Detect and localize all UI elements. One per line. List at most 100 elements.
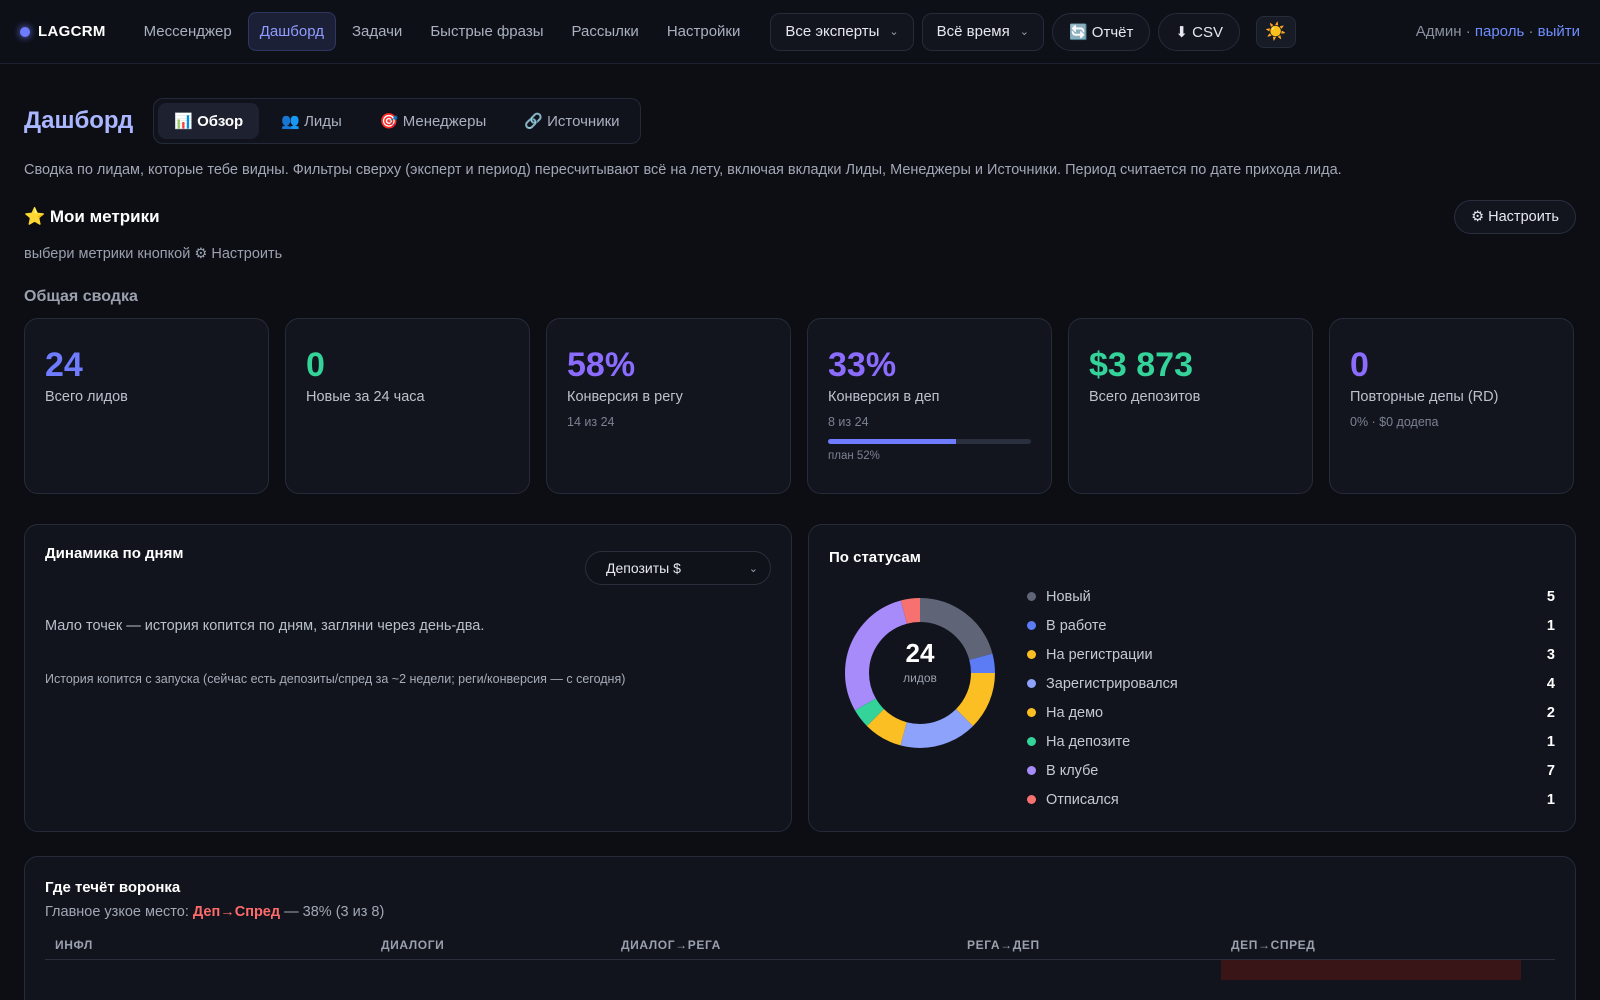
tab-managers[interactable]: 🎯 Менеджеры (379, 113, 487, 130)
plan-progress-fill (828, 439, 956, 444)
legend-dot-icon (1027, 679, 1036, 688)
kpi-label: Всего лидов (45, 389, 128, 405)
donut-total-label: лидов (903, 671, 937, 685)
donut-slice (845, 598, 995, 748)
plan-progress-label: план 52% (828, 450, 880, 462)
report-button[interactable]: 🔄 Отчёт (1051, 12, 1151, 51)
funnel-title: Где течёт воронка (45, 879, 181, 896)
legend-count: 7 (1546, 762, 1555, 779)
donut-slice (845, 598, 995, 748)
donut-slice (845, 598, 995, 748)
expert-filter-value: Все эксперты (785, 23, 880, 40)
donut-center: 24 лидов (829, 638, 1011, 685)
status-donut-chart (845, 598, 995, 748)
user-name: Админ (1415, 23, 1462, 40)
kpi-sub: 14 из 24 (567, 415, 615, 429)
nav-item-tasks[interactable]: Задачи (351, 23, 403, 40)
column-header-dialogs[interactable]: ДИАЛОГИ (381, 938, 445, 952)
kpi-label: Повторные депы (RD) (1350, 389, 1499, 405)
kpi-card-repeat-deposits: 0 Повторные депы (RD) 0% · $0 додепа (1329, 318, 1574, 494)
legend-dot-icon (1027, 766, 1036, 775)
brand-name: LAGCRM (38, 23, 106, 40)
expert-filter-select[interactable]: Все эксперты ⌄ (770, 12, 914, 51)
period-filter-select[interactable]: Всё время ⌄ (921, 12, 1044, 51)
kpi-label: Конверсия в регу (567, 389, 683, 405)
nav-item-mailings[interactable]: Рассылки (571, 23, 639, 40)
legend-dot-icon (1027, 708, 1036, 717)
legend-count: 3 (1546, 646, 1555, 663)
kpi-card-dep-conversion: 33% Конверсия в деп 8 из 24 план 52% (807, 318, 1052, 494)
column-header-dialog-to-reg[interactable]: ДИАЛОГ→РЕГА (621, 938, 721, 952)
chevron-down-icon: ⌄ (748, 562, 758, 575)
period-filter-value: Всё время (936, 23, 1010, 40)
plan-progress-bar (828, 439, 1031, 444)
table-row (45, 960, 1555, 980)
legend-name: Отписался (1046, 791, 1119, 808)
funnel-bottleneck: Главное узкое место: Деп→Спред — 38% (3 … (45, 904, 1555, 920)
kpi-card-new-24h: 0 Новые за 24 часа (285, 318, 530, 494)
kpi-value: 58% (567, 346, 636, 384)
legend-dot-icon (1027, 737, 1036, 746)
logout-link[interactable]: выйти (1537, 23, 1580, 40)
table-cell-bottleneck (1221, 960, 1521, 980)
kpi-value: 0 (1350, 346, 1369, 384)
legend-item: На демо 2 (1027, 698, 1555, 727)
nav-item-settings[interactable]: Настройки (666, 23, 741, 40)
status-content: 24 лидов Новый 5 В работе 1 На регистрации 3 З… (829, 582, 1555, 814)
configure-metrics-button[interactable]: ⚙ Настроить (1454, 200, 1576, 234)
page-header: Дашборд 📊 Обзор 👥 Лиды 🎯 Менеджеры 🔗 Ист… (24, 98, 1576, 144)
legend-name: Новый (1046, 588, 1091, 605)
theme-toggle-button[interactable]: ☀️ (1255, 15, 1296, 48)
legend-item: На депозите 1 (1027, 727, 1555, 756)
kpi-label: Всего депозитов (1089, 389, 1201, 405)
summary-section-title: Общая сводка (24, 288, 138, 305)
legend-dot-icon (1027, 795, 1036, 804)
daily-dynamics-panel: Динамика по дням Депозиты $ ⌄ Мало точек… (24, 524, 792, 832)
kpi-card-reg-conversion: 58% Конверсия в регу 14 из 24 (546, 318, 791, 494)
kpi-card-total-deposits: $3 873 Всего депозитов (1068, 318, 1313, 494)
dynamics-metric-value: Депозиты $ (606, 560, 681, 576)
nav-item-dashboard[interactable]: Дашборд (247, 12, 336, 51)
legend-item: Зарегистрировался 4 (1027, 669, 1555, 698)
nav-item-messenger[interactable]: Мессенджер (143, 23, 232, 40)
dynamics-empty-message: Мало точек — история копится по дням, за… (45, 618, 485, 634)
funnel-panel: Где течёт воронка Главное узкое место: Д… (24, 856, 1576, 1000)
bottleneck-stage: Деп→Спред (192, 904, 281, 920)
brand[interactable]: LAGCRM (20, 23, 106, 40)
bottleneck-prefix: Главное узкое место: (45, 904, 189, 920)
tab-leads[interactable]: 👥 Лиды (281, 113, 342, 130)
kpi-cards: 24 Всего лидов 0 Новые за 24 часа 58% Ко… (24, 318, 1576, 494)
legend-count: 1 (1546, 617, 1555, 634)
password-link[interactable]: пароль (1474, 23, 1525, 40)
legend-name: Зарегистрировался (1046, 675, 1178, 692)
column-header-dep-to-spread[interactable]: ДЕП→СПРЕД (1231, 938, 1316, 952)
funnel-table-header: ИНФЛ ДИАЛОГИ ДИАЛОГ→РЕГА РЕГА→ДЕП ДЕП→СП… (45, 938, 1555, 960)
legend-count: 1 (1546, 791, 1555, 808)
nav-item-quick-phrases[interactable]: Быстрые фразы (430, 23, 544, 40)
tab-sources[interactable]: 🔗 Источники (524, 113, 620, 130)
column-header-infl[interactable]: ИНФЛ (55, 938, 93, 952)
chevron-down-icon: ⌄ (1019, 26, 1029, 38)
dynamics-metric-select[interactable]: Депозиты $ ⌄ (585, 551, 771, 585)
brand-logo-icon (20, 26, 30, 37)
bottleneck-suffix: — 38% (3 из 8) (284, 904, 385, 920)
status-legend: Новый 5 В работе 1 На регистрации 3 Зарегистри… (1027, 582, 1555, 814)
legend-dot-icon (1027, 592, 1036, 601)
legend-item: На регистрации 3 (1027, 640, 1555, 669)
kpi-sub: 8 из 24 (828, 415, 869, 429)
column-header-reg-to-dep[interactable]: РЕГА→ДЕП (967, 938, 1040, 952)
legend-name: В клубе (1046, 762, 1099, 779)
dashboard-content: Дашборд 📊 Обзор 👥 Лиды 🎯 Менеджеры 🔗 Ист… (0, 98, 1600, 1000)
legend-name: На депозите (1046, 733, 1131, 750)
status-title: По статусам (829, 549, 921, 566)
legend-item: В работе 1 (1027, 611, 1555, 640)
user-menu: Админ · пароль · выйти (1415, 23, 1580, 40)
donut-total: 24 (905, 638, 935, 668)
legend-dot-icon (1027, 650, 1036, 659)
legend-count: 1 (1546, 733, 1555, 750)
csv-export-button[interactable]: ⬇ CSV (1158, 12, 1240, 51)
tab-overview[interactable]: 📊 Обзор (158, 103, 260, 139)
legend-item: Новый 5 (1027, 582, 1555, 611)
chevron-down-icon: ⌄ (889, 26, 899, 38)
kpi-card-total-leads: 24 Всего лидов (24, 318, 269, 494)
